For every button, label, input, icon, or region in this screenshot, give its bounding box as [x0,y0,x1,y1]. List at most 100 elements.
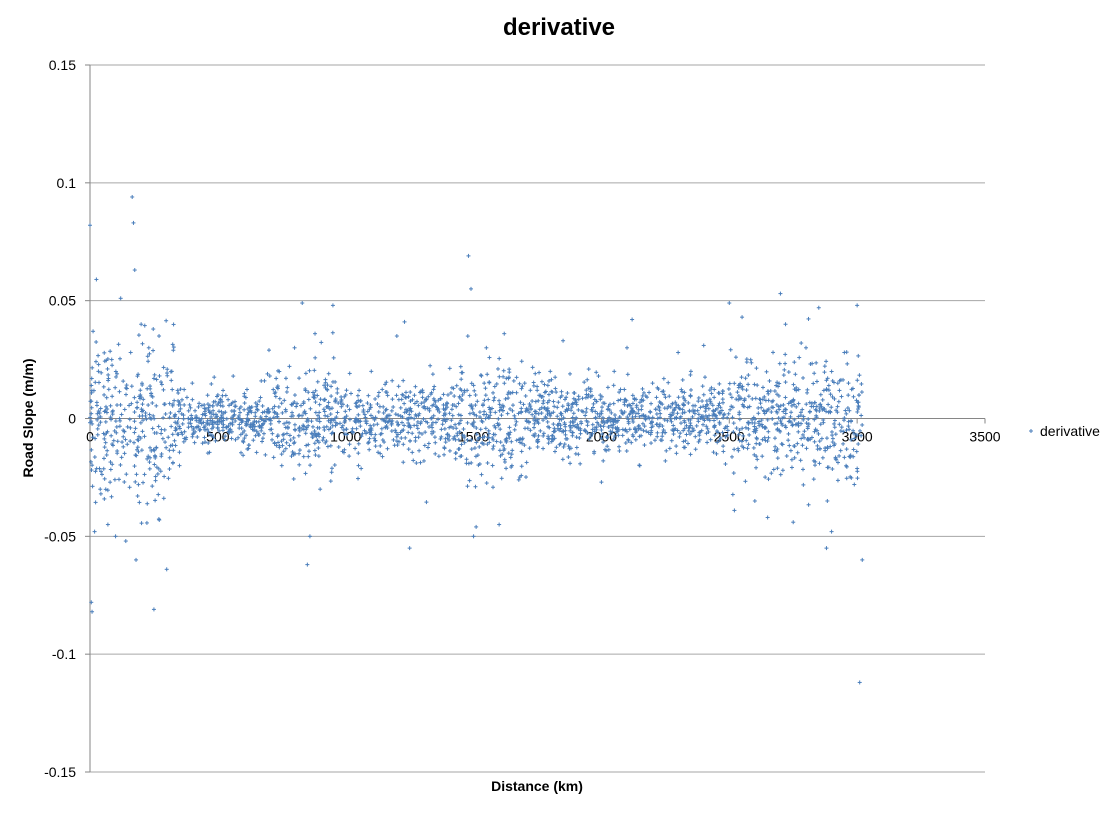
data-point [520,436,525,441]
data-point [158,380,163,385]
data-point [329,384,334,389]
data-point [93,359,98,364]
data-point [141,418,146,423]
data-point [704,402,709,407]
data-point [732,381,737,386]
data-point [420,395,425,400]
data-point [356,463,361,468]
data-point [154,377,159,382]
data-point [423,397,428,402]
data-point [826,402,831,407]
data-point [479,373,484,378]
data-point [696,399,701,404]
data-point [677,406,682,411]
data-point [396,384,401,389]
data-point [524,406,529,411]
data-point [831,380,836,385]
data-point [598,423,603,428]
data-point [147,460,152,465]
data-point [440,422,445,427]
data-point [599,428,604,433]
data-point [312,441,317,446]
data-point [181,439,186,444]
data-point [688,431,693,436]
data-point [696,412,701,417]
data-point [568,461,573,466]
data-point [714,413,719,418]
data-point [313,400,318,405]
data-point [756,411,761,416]
data-point [690,426,695,431]
data-point [834,408,839,413]
data-point [365,401,370,406]
data-point [506,431,511,436]
data-point [634,405,639,410]
data-point [514,375,519,380]
data-point [798,413,803,418]
data-point [555,426,560,431]
data-point [531,417,536,422]
y-axis-title: Road Slope (m/m) [20,358,36,477]
data-point [826,383,831,388]
data-point [251,423,256,428]
data-point [150,401,155,406]
data-point [263,417,268,422]
data-point [502,381,507,386]
data-point [124,472,129,477]
data-point [705,440,710,445]
data-point [369,369,374,374]
data-point [153,498,158,503]
data-point [693,447,698,452]
data-point [660,434,665,439]
data-point [333,420,338,425]
data-point [324,404,329,409]
data-point [783,411,788,416]
data-point [668,412,673,417]
data-point [754,454,759,459]
data-point [597,414,602,419]
data-point [783,407,788,412]
data-point [108,460,113,465]
data-point [665,418,670,423]
data-point [189,424,194,429]
data-point [453,422,458,427]
data-point [236,435,241,440]
data-point [418,421,423,426]
data-point [434,404,439,409]
data-point [328,479,333,484]
data-point [157,373,162,378]
data-point [139,407,144,412]
data-point [787,419,792,424]
data-point [582,380,587,385]
data-point [649,401,654,406]
data-point [855,378,860,383]
data-point [851,394,856,399]
data-point [806,422,811,427]
data-point [169,378,174,383]
data-point [574,415,579,420]
data-point [326,427,331,432]
data-point [644,429,649,434]
data-point [439,427,444,432]
data-point [674,402,679,407]
data-point [329,470,334,475]
data-point [280,410,285,415]
data-point [551,399,556,404]
data-point [394,439,399,444]
data-point [324,424,329,429]
data-point [409,415,414,420]
data-point [510,403,515,408]
data-point [491,444,496,449]
data-point [226,429,231,434]
data-point [406,421,411,426]
data-point [559,389,564,394]
data-point [98,414,103,419]
data-point [650,381,655,386]
data-point [800,407,805,412]
data-point [766,477,771,482]
data-point [203,440,208,445]
data-point [305,417,310,422]
data-point [339,404,344,409]
data-point [431,413,436,418]
data-point [171,348,176,353]
